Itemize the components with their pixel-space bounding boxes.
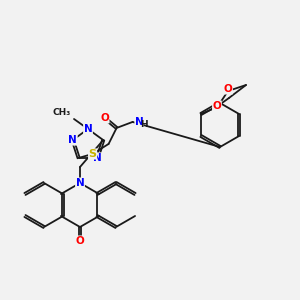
Text: N: N	[93, 153, 102, 163]
Text: N: N	[84, 124, 92, 134]
Text: N: N	[68, 135, 77, 145]
Text: N: N	[135, 117, 143, 127]
Text: O: O	[213, 101, 221, 111]
Text: H: H	[141, 120, 148, 129]
Text: CH₃: CH₃	[53, 108, 71, 117]
Text: O: O	[224, 84, 232, 94]
Text: N: N	[76, 178, 84, 188]
Text: O: O	[76, 236, 84, 246]
Text: O: O	[100, 113, 109, 123]
Text: S: S	[88, 149, 97, 159]
